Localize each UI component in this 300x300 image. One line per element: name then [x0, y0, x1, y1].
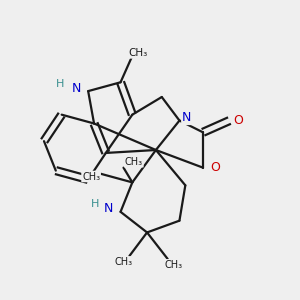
- Text: CH₃: CH₃: [125, 157, 143, 167]
- Text: CH₃: CH₃: [114, 257, 133, 267]
- Text: CH₃: CH₃: [164, 260, 183, 270]
- Text: CH₃: CH₃: [82, 172, 100, 182]
- Text: O: O: [233, 114, 243, 127]
- Text: N: N: [104, 202, 113, 215]
- Text: N: N: [72, 82, 81, 95]
- Text: N: N: [182, 111, 191, 124]
- Text: CH₃: CH₃: [129, 48, 148, 58]
- Text: H: H: [56, 79, 64, 89]
- Text: H: H: [91, 200, 100, 209]
- Text: O: O: [210, 161, 220, 174]
